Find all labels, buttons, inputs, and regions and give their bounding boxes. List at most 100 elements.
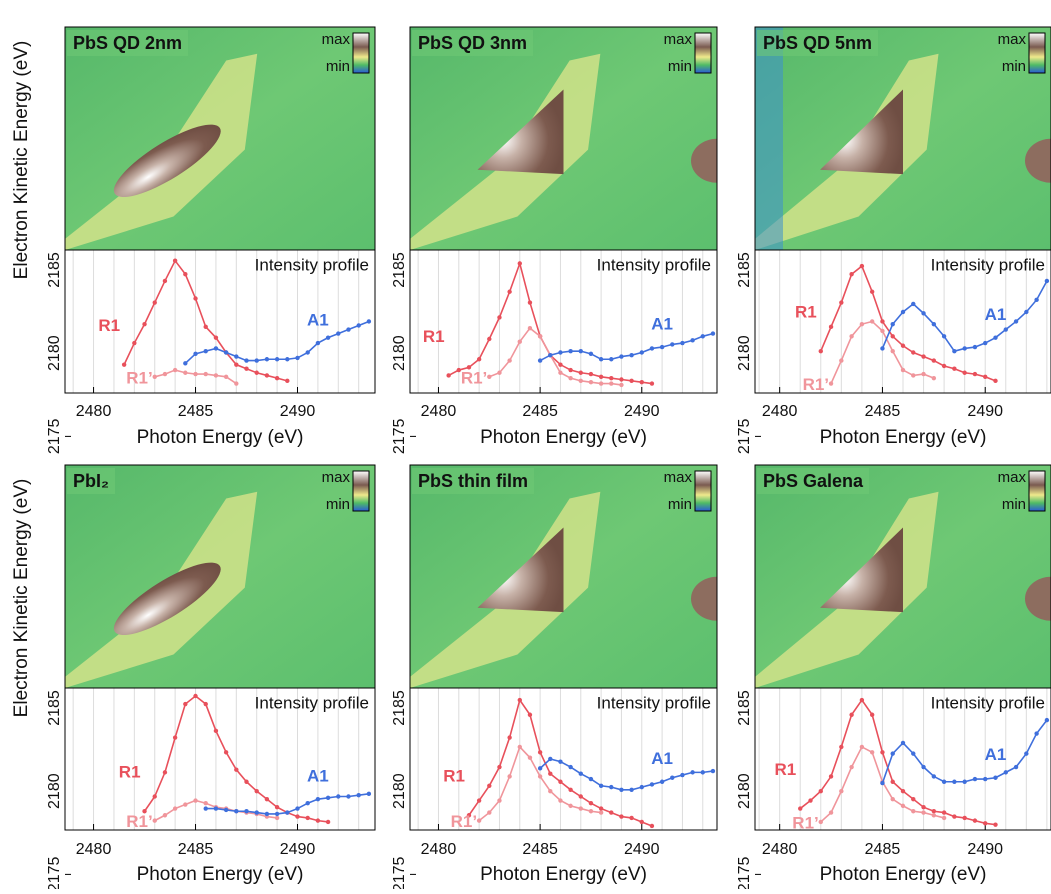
profile-point	[598, 806, 604, 811]
profile-point	[588, 809, 594, 814]
profile-point	[818, 348, 823, 354]
profile-point	[295, 806, 300, 811]
profile-point	[558, 370, 563, 375]
profile-point	[598, 357, 604, 362]
profile-point	[1044, 278, 1050, 284]
profile-point	[558, 798, 563, 803]
profile-point	[890, 348, 895, 354]
profile-frame	[64, 249, 376, 394]
panel: PbI₂ max min 2175 2180 2185 Electron Kinetic E…	[11, 464, 376, 892]
profile-point	[305, 801, 310, 806]
profile-lines	[798, 697, 1050, 827]
profile-point	[213, 806, 219, 811]
profile-point	[537, 358, 543, 363]
profile-point	[487, 783, 492, 788]
profile-point	[244, 809, 249, 814]
profile-point	[578, 348, 583, 354]
colorbar-max: max	[322, 469, 351, 486]
colorbar	[1028, 32, 1046, 74]
profile-point	[859, 744, 865, 750]
profile-point	[578, 771, 583, 776]
profile-point	[659, 344, 665, 350]
x-tick-label: 2490	[967, 403, 1003, 420]
profile-point	[244, 779, 249, 784]
heatmap	[755, 27, 1051, 251]
profile-point	[931, 375, 937, 381]
x-tick-label: 2485	[865, 403, 901, 420]
profile-point	[900, 343, 906, 348]
profile-point	[588, 776, 594, 782]
profile-point	[828, 324, 834, 330]
profile-point	[264, 357, 270, 362]
profile-point	[162, 813, 168, 818]
profile-annotation: Intensity profile	[255, 693, 369, 712]
profile-point	[1034, 731, 1039, 736]
x-tick-label: 2490	[624, 403, 660, 420]
profile-point	[183, 701, 188, 707]
profile-point	[193, 371, 198, 377]
profile-point	[921, 805, 926, 810]
profile-point	[962, 779, 967, 784]
profile-point	[172, 806, 178, 811]
profile-point	[921, 371, 926, 377]
profile-point	[972, 344, 978, 350]
profile-point	[941, 779, 947, 784]
profile-point	[213, 335, 219, 340]
profile-point	[356, 792, 361, 798]
profile-point	[993, 335, 998, 340]
profile-point	[497, 315, 502, 320]
series-label: A1	[307, 767, 329, 786]
profile-point	[680, 772, 685, 778]
series-label: R1’	[792, 813, 818, 832]
profile-point	[921, 311, 926, 316]
profile-point	[497, 764, 502, 770]
profile-point	[900, 740, 906, 746]
profile-point	[619, 382, 624, 388]
profile-point	[507, 735, 512, 740]
heatmap-peak	[113, 562, 221, 636]
profile-point	[941, 334, 947, 339]
profile-annotation: Intensity profile	[255, 255, 369, 274]
y-tick-label: 2180	[736, 773, 753, 809]
profile-frame	[64, 687, 376, 831]
profile-point	[931, 774, 937, 779]
profile-point	[952, 814, 957, 819]
profile-point	[346, 327, 351, 332]
profile-point	[203, 371, 208, 377]
profile-point	[849, 334, 854, 339]
profile-point	[172, 367, 178, 373]
profile-point	[649, 823, 655, 829]
y-tick-label: 2185	[736, 690, 753, 726]
profile-point	[152, 794, 157, 799]
y-tick-label: 2185	[736, 252, 753, 288]
profile-point	[336, 331, 341, 336]
profile-point	[336, 794, 341, 799]
title-background	[757, 30, 879, 56]
x-tick-label: 2480	[762, 841, 798, 858]
profile-point	[517, 697, 522, 703]
profile-point	[639, 819, 644, 825]
profile-point	[993, 822, 998, 827]
profile-point	[527, 326, 533, 331]
profile-point	[203, 801, 208, 806]
profile-point	[315, 796, 321, 802]
profile-point	[476, 798, 482, 803]
series-label: R1	[774, 760, 796, 779]
profile-point	[619, 787, 624, 792]
profile-point	[285, 810, 290, 815]
y-tick-label: 2185	[46, 690, 63, 726]
profile-point	[578, 794, 583, 799]
profile-point	[172, 735, 178, 740]
panel: PbS thin film max min 2175 2180 2185 2480 2485 2…	[391, 464, 718, 892]
profile-point	[869, 712, 875, 717]
profile-point	[234, 381, 239, 386]
profile-point	[183, 802, 188, 807]
y-tick-label: 2175	[46, 418, 63, 454]
profile-point	[274, 357, 280, 362]
profile-point	[162, 371, 168, 377]
profile-point	[223, 350, 229, 355]
x-tick-label: 2485	[522, 403, 558, 420]
profile-point	[700, 770, 705, 775]
profile-background	[65, 250, 375, 393]
profile-point	[244, 366, 249, 371]
